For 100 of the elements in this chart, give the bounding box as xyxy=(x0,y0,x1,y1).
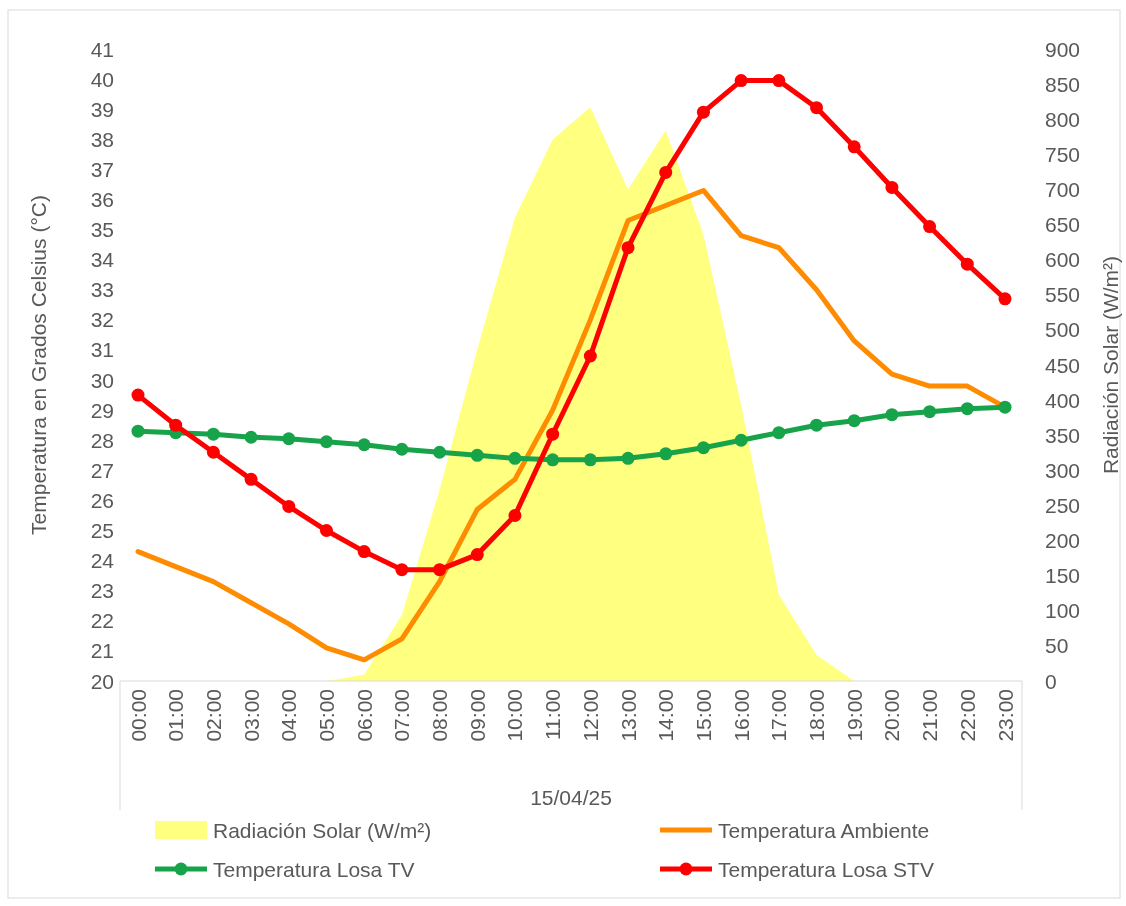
y2-tick-label: 400 xyxy=(1045,388,1081,412)
y2-tick-label: 250 xyxy=(1045,493,1081,517)
y2-tick-label: 50 xyxy=(1045,634,1069,658)
point xyxy=(923,220,937,234)
x-tick-label: 16:00 xyxy=(729,689,753,742)
point xyxy=(847,414,861,428)
y2-tick-label: 900 xyxy=(1045,37,1081,61)
x-tick-label: 23:00 xyxy=(993,689,1017,742)
x-tick-label: 12:00 xyxy=(578,689,602,742)
y-tick-label: 28 xyxy=(90,428,114,452)
y-tick-label: 38 xyxy=(90,127,114,151)
y2-tick-label: 100 xyxy=(1045,599,1081,623)
x-tick-label: 10:00 xyxy=(503,689,527,742)
x-tick-label: 22:00 xyxy=(955,689,979,742)
y-tick-label: 32 xyxy=(90,308,114,332)
point xyxy=(131,424,145,438)
point xyxy=(621,451,635,465)
y2-tick-label: 800 xyxy=(1045,107,1081,131)
y-tick-label: 35 xyxy=(90,218,114,242)
y2-tick-label: 500 xyxy=(1045,318,1081,342)
x-tick-label: 13:00 xyxy=(616,689,640,742)
y2-axis-title: Radiación Solar (W/m²) xyxy=(1098,255,1122,475)
y-tick-label: 22 xyxy=(90,609,114,633)
point xyxy=(734,74,748,88)
y-tick-label: 27 xyxy=(90,458,114,482)
x-tick-label: 19:00 xyxy=(842,689,866,742)
y2-tick-label: 650 xyxy=(1045,213,1081,237)
point xyxy=(244,430,258,444)
point xyxy=(546,453,560,467)
x-tick-label: 20:00 xyxy=(880,689,904,742)
point xyxy=(621,241,635,255)
x-tick-label: 18:00 xyxy=(805,689,829,742)
point xyxy=(131,388,145,402)
y2-tick-label: 600 xyxy=(1045,248,1081,272)
y-tick-label: 23 xyxy=(90,579,114,603)
point xyxy=(885,180,899,194)
x-tick-label: 14:00 xyxy=(654,689,678,742)
point xyxy=(244,472,258,486)
point xyxy=(960,257,974,271)
point xyxy=(659,447,673,461)
y2-tick-label: 750 xyxy=(1045,142,1081,166)
x-tick-label: 08:00 xyxy=(428,689,452,742)
x-tick-label: 03:00 xyxy=(239,689,263,742)
point xyxy=(508,451,522,465)
point xyxy=(433,445,447,459)
y-tick-label: 33 xyxy=(90,278,114,302)
y-tick-label: 31 xyxy=(90,338,114,362)
y2-tick-label: 850 xyxy=(1045,72,1081,96)
y-tick-label: 34 xyxy=(90,248,115,272)
point xyxy=(546,427,560,441)
point xyxy=(998,292,1012,306)
point xyxy=(847,140,861,154)
y-tick-label: 36 xyxy=(90,187,114,211)
y-tick-label: 41 xyxy=(90,37,114,61)
legend-label: Radiación Solar (W/m²) xyxy=(213,818,432,842)
x-tick-label: 01:00 xyxy=(164,689,188,742)
y-tick-label: 26 xyxy=(90,488,114,512)
y-tick-label: 30 xyxy=(90,368,114,392)
point xyxy=(169,418,183,432)
point xyxy=(810,418,824,432)
x-tick-label: 15:00 xyxy=(691,689,715,742)
y-tick-label: 21 xyxy=(90,639,114,663)
point xyxy=(470,448,484,462)
point xyxy=(282,432,296,446)
x-tick-label: 17:00 xyxy=(767,689,791,742)
point xyxy=(319,524,333,538)
y2-tick-label: 150 xyxy=(1045,564,1081,588)
point xyxy=(772,426,786,440)
y-tick-label: 20 xyxy=(90,669,114,693)
x-tick-label: 05:00 xyxy=(314,689,338,742)
point xyxy=(583,349,597,363)
y-tick-label: 24 xyxy=(90,549,115,573)
y2-tick-label: 300 xyxy=(1045,458,1081,482)
x-axis-title: 15/04/25 xyxy=(530,785,612,809)
point xyxy=(696,441,710,455)
point xyxy=(696,105,710,119)
x-tick-label: 07:00 xyxy=(390,689,414,742)
point xyxy=(998,400,1012,414)
y2-tick-label: 350 xyxy=(1045,423,1081,447)
point xyxy=(583,453,597,467)
y-tick-label: 40 xyxy=(90,67,114,91)
point xyxy=(470,548,484,562)
x-tick-label: 11:00 xyxy=(541,689,565,740)
point xyxy=(433,563,447,577)
point xyxy=(282,499,296,513)
point xyxy=(923,405,937,419)
x-tick-label: 09:00 xyxy=(465,689,489,742)
point xyxy=(659,165,673,179)
y2-tick-label: 700 xyxy=(1045,177,1081,201)
y-axis-title: Temperatura en Grados Celsius (°C) xyxy=(26,195,50,535)
legend-label: Temperatura Ambiente xyxy=(718,818,930,842)
point xyxy=(206,427,220,441)
point xyxy=(734,433,748,447)
point xyxy=(395,442,409,456)
point xyxy=(772,74,786,88)
point xyxy=(357,545,371,559)
y-tick-label: 25 xyxy=(90,519,114,543)
y2-tick-label: 450 xyxy=(1045,353,1081,377)
point xyxy=(810,101,824,115)
x-tick-label: 00:00 xyxy=(126,689,150,742)
